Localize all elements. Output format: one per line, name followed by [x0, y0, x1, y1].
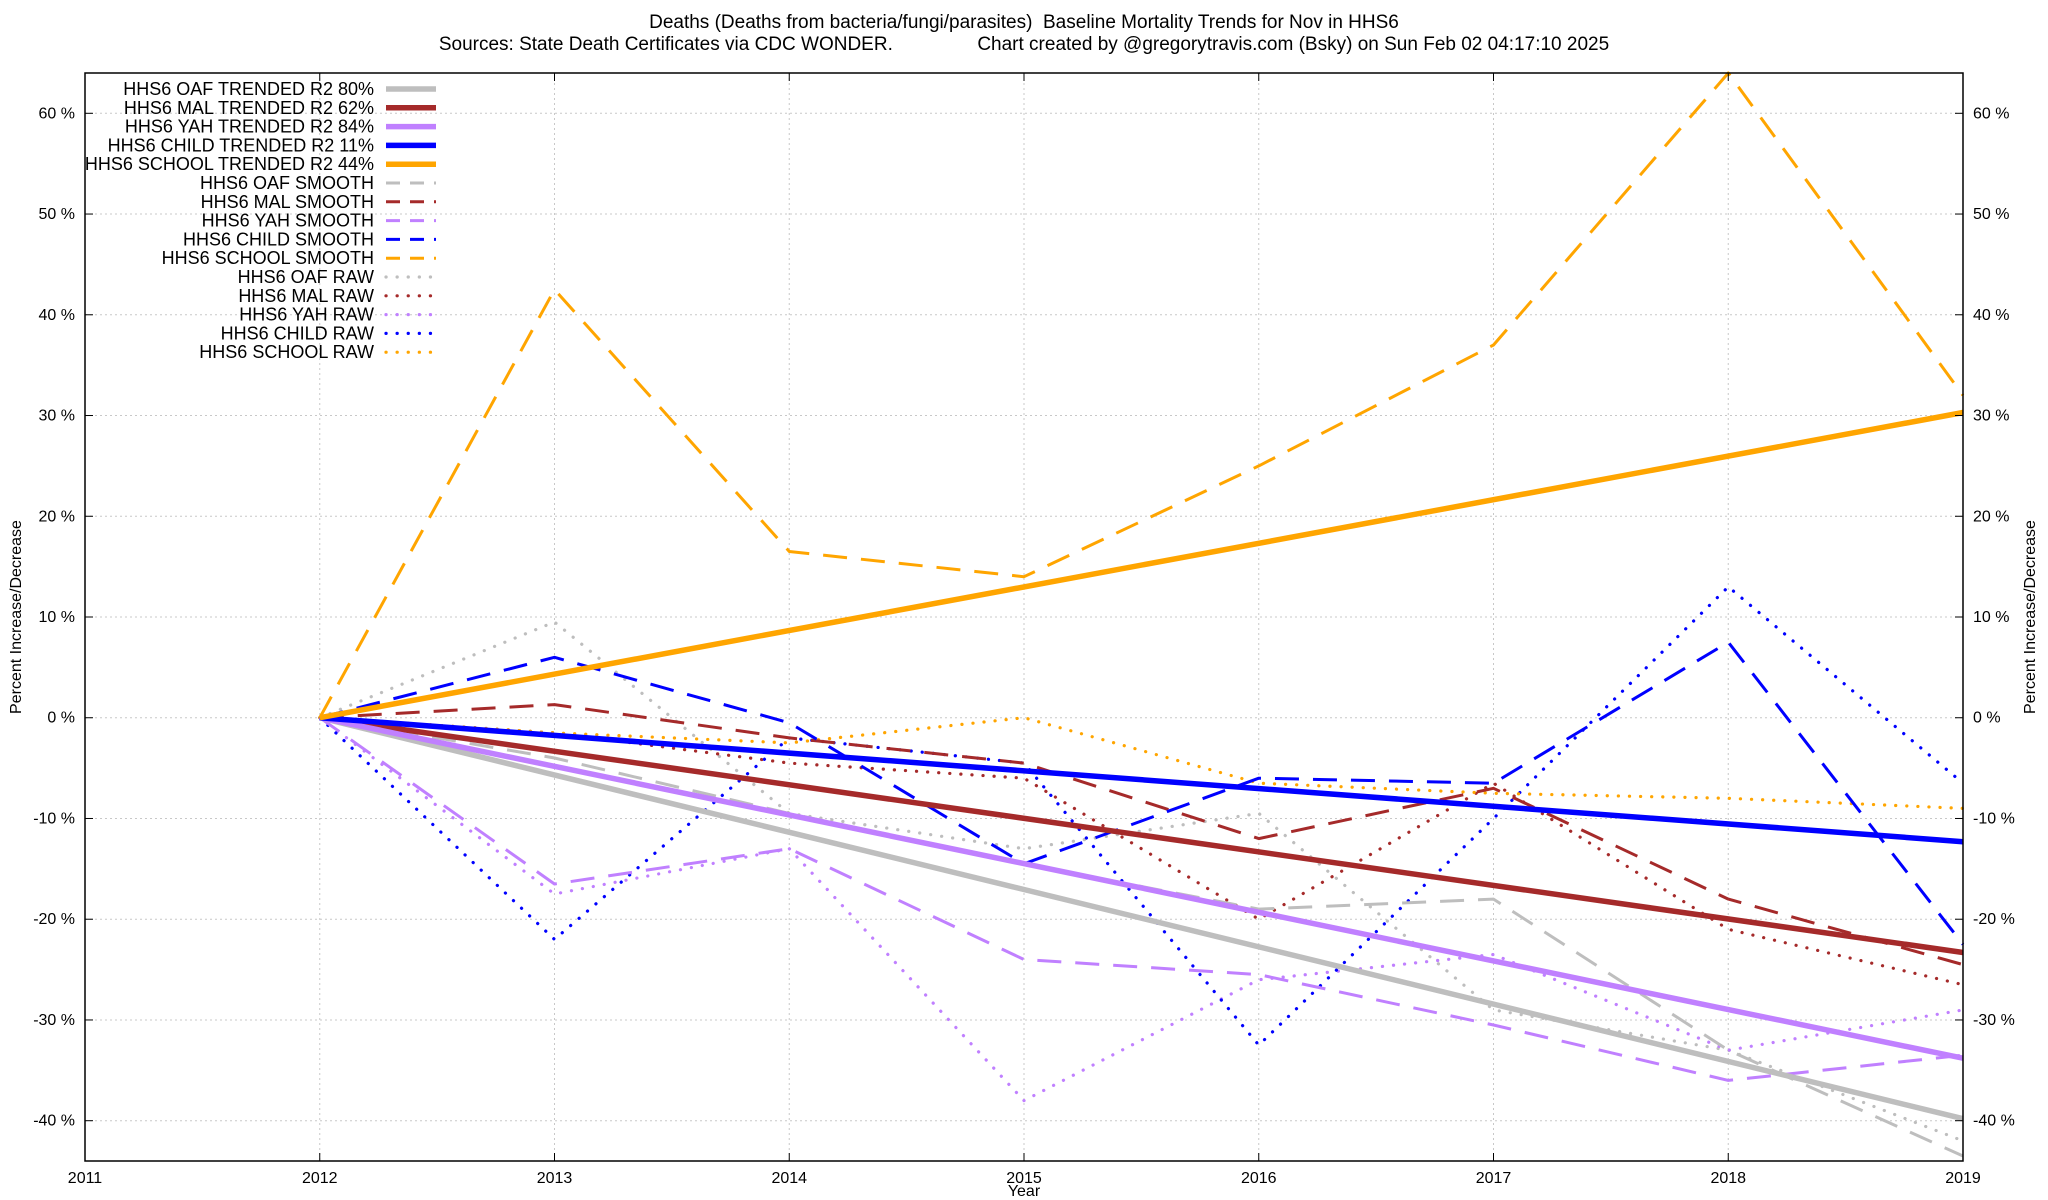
y-tick-label-right: 60 % [1973, 105, 2009, 122]
y-tick-label-right: 0 % [1973, 710, 2001, 727]
series-line-8 [319, 640, 1965, 946]
series-line-10 [318, 620, 1965, 1143]
y-tick-label-left: 20 % [39, 508, 75, 525]
legend-label-11: HHS6 MAL RAW [238, 286, 374, 306]
legend-label-6: HHS6 MAL SMOOTH [201, 192, 374, 212]
legend-label-9: HHS6 SCHOOL SMOOTH [162, 248, 374, 268]
legend-label-10: HHS6 OAF RAW [238, 267, 374, 287]
x-tick-label: 2015 [1006, 1170, 1042, 1187]
y-tick-label-right: 10 % [1973, 609, 2009, 626]
chart-title: Deaths (Deaths from bacteria/fungi/paras… [649, 12, 1399, 33]
chart-subtitle: Sources: State Death Certificates via CD… [438, 34, 1610, 55]
y-tick-label-right: -40 % [1973, 1113, 2015, 1130]
y-tick-label-right: 30 % [1973, 408, 2009, 425]
series-line-0 [319, 715, 1964, 1122]
legend-label-1: HHS6 MAL TRENDED R2 62% [124, 98, 374, 118]
series-line-3 [319, 714, 1964, 845]
series-line-1 [319, 714, 1964, 956]
legend-label-2: HHS6 YAH TRENDED R2 84% [125, 117, 374, 137]
x-tick-label: 2012 [302, 1170, 338, 1187]
legend-label-12: HHS6 YAH RAW [239, 305, 374, 325]
x-axis-title: Year [1008, 1183, 1041, 1200]
x-tick-label: 2014 [771, 1170, 807, 1187]
y-tick-label-right: -30 % [1973, 1012, 2015, 1029]
series-line-12 [318, 716, 1965, 1103]
x-tick-label: 2013 [537, 1170, 573, 1187]
legend-label-14: HHS6 SCHOOL RAW [199, 342, 374, 362]
legend-label-3: HHS6 CHILD TRENDED R2 11% [108, 135, 374, 155]
y-tick-label-right: 40 % [1973, 307, 2009, 324]
legend-label-7: HHS6 YAH SMOOTH [202, 211, 374, 231]
legend-label-13: HHS6 CHILD RAW [221, 323, 374, 343]
y-tick-label-left: 40 % [39, 307, 75, 324]
y-tick-label-right: -20 % [1973, 911, 2015, 928]
legend-label-0: HHS6 OAF TRENDED R2 80% [123, 79, 374, 99]
legend-label-4: HHS6 SCHOOL TRENDED R2 44% [85, 154, 374, 174]
x-tick-label: 2019 [1945, 1170, 1981, 1187]
y-tick-label-right: -10 % [1973, 810, 2015, 827]
x-tick-label: 2011 [68, 1170, 103, 1187]
legend-label-8: HHS6 CHILD SMOOTH [183, 229, 374, 249]
legend-label-5: HHS6 OAF SMOOTH [200, 173, 374, 193]
series-line-5 [319, 716, 1964, 1158]
y-tick-label-left: 50 % [39, 206, 75, 223]
series-line-9 [318, 71, 1965, 719]
y-tick-label-right: 50 % [1973, 206, 2009, 223]
series-layer [318, 71, 1965, 1158]
y-tick-label-left: -20 % [33, 911, 75, 928]
y-tick-label-right: 20 % [1973, 508, 2009, 525]
axis-layer: 2011 2012 2013 2014 2015 2016 2017 2018 2019 60 %… [8, 73, 2039, 1200]
series-line-6 [319, 703, 1964, 967]
series-line-7 [318, 716, 1964, 1082]
series-line-11 [318, 716, 1965, 987]
y-tick-label-left: 60 % [39, 105, 75, 122]
y-tick-label-left: -30 % [33, 1012, 75, 1029]
x-tick-label: 2018 [1710, 1170, 1746, 1187]
y-tick-label-left: 10 % [39, 609, 75, 626]
y-tick-label-left: -40 % [33, 1113, 75, 1130]
y-tick-label-left: -10 % [33, 810, 75, 827]
y-axis-title-right: Percent Increase/Decrease [2022, 520, 2039, 714]
x-tick-label: 2016 [1241, 1170, 1277, 1187]
y-axis-title-left: Percent Increase/Decrease [8, 520, 25, 714]
x-tick-label: 2017 [1476, 1170, 1512, 1187]
series-line-13 [318, 585, 1965, 1047]
series-line-14 [318, 716, 1965, 811]
legend: HHS6 OAF TRENDED R2 80%HHS6 MAL TRENDED … [85, 79, 438, 362]
series-line-4 [319, 409, 1964, 721]
y-tick-label-left: 0 % [47, 710, 75, 727]
series-line-2 [319, 715, 1964, 1061]
y-tick-label-left: 30 % [39, 408, 75, 425]
